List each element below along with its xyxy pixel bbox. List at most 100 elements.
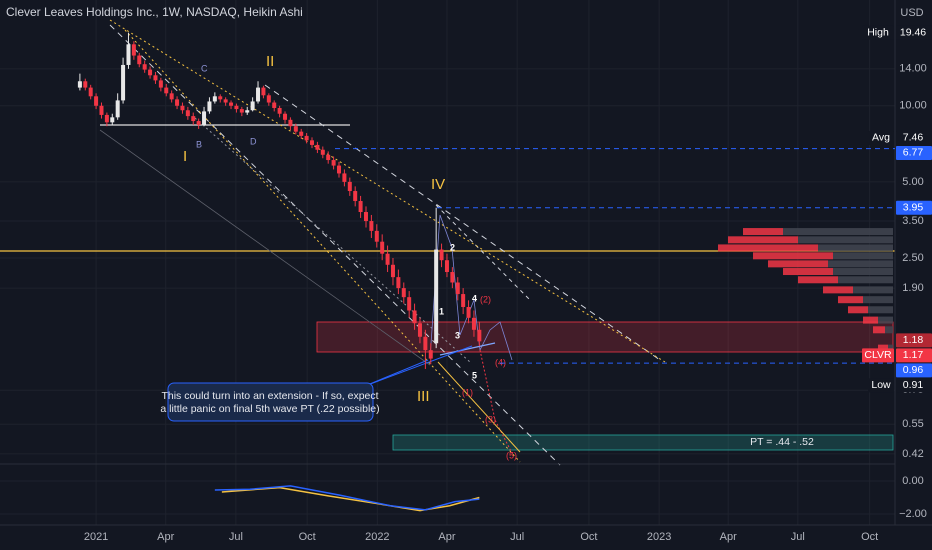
x-tick-label: 2021 [84, 531, 108, 543]
currency-label: USD [900, 7, 923, 19]
candle-body [77, 81, 82, 88]
channel-line [435, 204, 531, 301]
target-zone [392, 434, 894, 451]
price-badge [896, 200, 932, 215]
price-badge [896, 145, 932, 160]
callout-text: This could turn into an extension - If s… [161, 390, 378, 402]
candle-body [353, 191, 358, 202]
candle-body [153, 75, 158, 81]
volume-profile-bar [878, 344, 888, 352]
candle-body [477, 329, 482, 342]
candle-body [380, 241, 385, 254]
wave-label: IV [431, 176, 445, 193]
candle-body [223, 99, 228, 103]
price-badge-value: 7.46 [903, 132, 924, 144]
volume-profile-bar [873, 326, 885, 334]
wave-count: 2 [450, 242, 455, 252]
candle-body [256, 87, 261, 102]
candle-body [385, 253, 390, 265]
volume-profile-bar [833, 252, 893, 260]
x-tick-label: Jul [510, 531, 524, 543]
wave-label: III [417, 388, 430, 405]
volume-profile-bar [768, 260, 828, 268]
candle-body [450, 272, 455, 283]
candle-body [158, 80, 163, 88]
x-tick-label: Oct [580, 531, 597, 543]
price-badge-name-text: High [867, 26, 889, 38]
wave-count: 3 [455, 330, 460, 340]
candle-body [180, 105, 185, 111]
y-tick-label: 0.55 [902, 418, 923, 430]
price-badge [896, 378, 932, 393]
volume-profile-bar [823, 286, 853, 294]
channel-line [109, 24, 561, 466]
price-badge-value: 0.91 [903, 379, 924, 391]
trend-line [109, 19, 666, 363]
trend-line [99, 129, 431, 366]
candle-body [444, 260, 449, 273]
candle-body [428, 350, 433, 359]
candle-body [471, 317, 476, 330]
volume-profile-bar [863, 316, 878, 324]
wave-letter: B [196, 139, 202, 149]
volume-profile-bar [798, 236, 893, 244]
price-badge-value: 1.17 [903, 349, 924, 361]
candle-body [229, 102, 234, 106]
candle-body [369, 221, 374, 231]
resistance-zone [316, 321, 894, 353]
candle-body [137, 55, 142, 65]
volume-profile-bar [728, 236, 798, 244]
candle-body [250, 101, 255, 111]
candle-body [83, 81, 88, 88]
volume-profile-bar [828, 260, 893, 268]
candle-body [115, 100, 120, 118]
price-badge [896, 333, 932, 348]
candle-body [288, 119, 293, 127]
price-badge [896, 348, 932, 363]
candle-body [363, 212, 368, 222]
wave-sub-count: (5) [506, 450, 517, 460]
candle-body [234, 105, 239, 110]
wave-letter: C [201, 63, 208, 73]
wave-label: I [183, 148, 187, 165]
wave-count: 5 [472, 370, 477, 380]
candle-body [110, 117, 115, 123]
candle-body [175, 99, 180, 106]
candle-body [455, 282, 460, 295]
candle-body [439, 249, 444, 261]
volume-profile-bar [863, 296, 893, 304]
candle-body [277, 107, 282, 114]
candle-body [272, 102, 277, 108]
target-label: PT = .44 - .52 [750, 436, 814, 448]
x-tick-label: Jul [229, 531, 243, 543]
x-tick-label: Apr [720, 531, 737, 543]
wave-letter: D [250, 136, 257, 146]
candle-body [336, 165, 341, 174]
volume-profile-bar [783, 228, 893, 236]
candle-body [401, 288, 406, 298]
x-tick-label: 2023 [647, 531, 671, 543]
x-tick-label: Oct [299, 531, 316, 543]
trend-line [439, 342, 496, 356]
price-badge-name-text: CLVR [864, 349, 892, 361]
candle-body [423, 336, 428, 351]
candle-body [266, 95, 271, 103]
candle-body [218, 96, 223, 100]
candle-body [212, 96, 217, 102]
wave-sub-count: (2) [480, 294, 491, 304]
candle-body [320, 149, 325, 155]
candle-body [104, 114, 109, 123]
price-badge-value: 19.46 [900, 26, 926, 38]
wave-projection [479, 349, 514, 456]
candle-body [310, 140, 315, 145]
volume-profile-bar [878, 316, 893, 324]
candle-body [417, 323, 422, 337]
candle-body [207, 101, 212, 112]
volume-profile-bar [833, 268, 893, 276]
volume-profile-bar [868, 306, 893, 314]
candle-body [396, 277, 401, 289]
volume-profile-bar [838, 276, 893, 284]
candle-body [164, 87, 169, 94]
